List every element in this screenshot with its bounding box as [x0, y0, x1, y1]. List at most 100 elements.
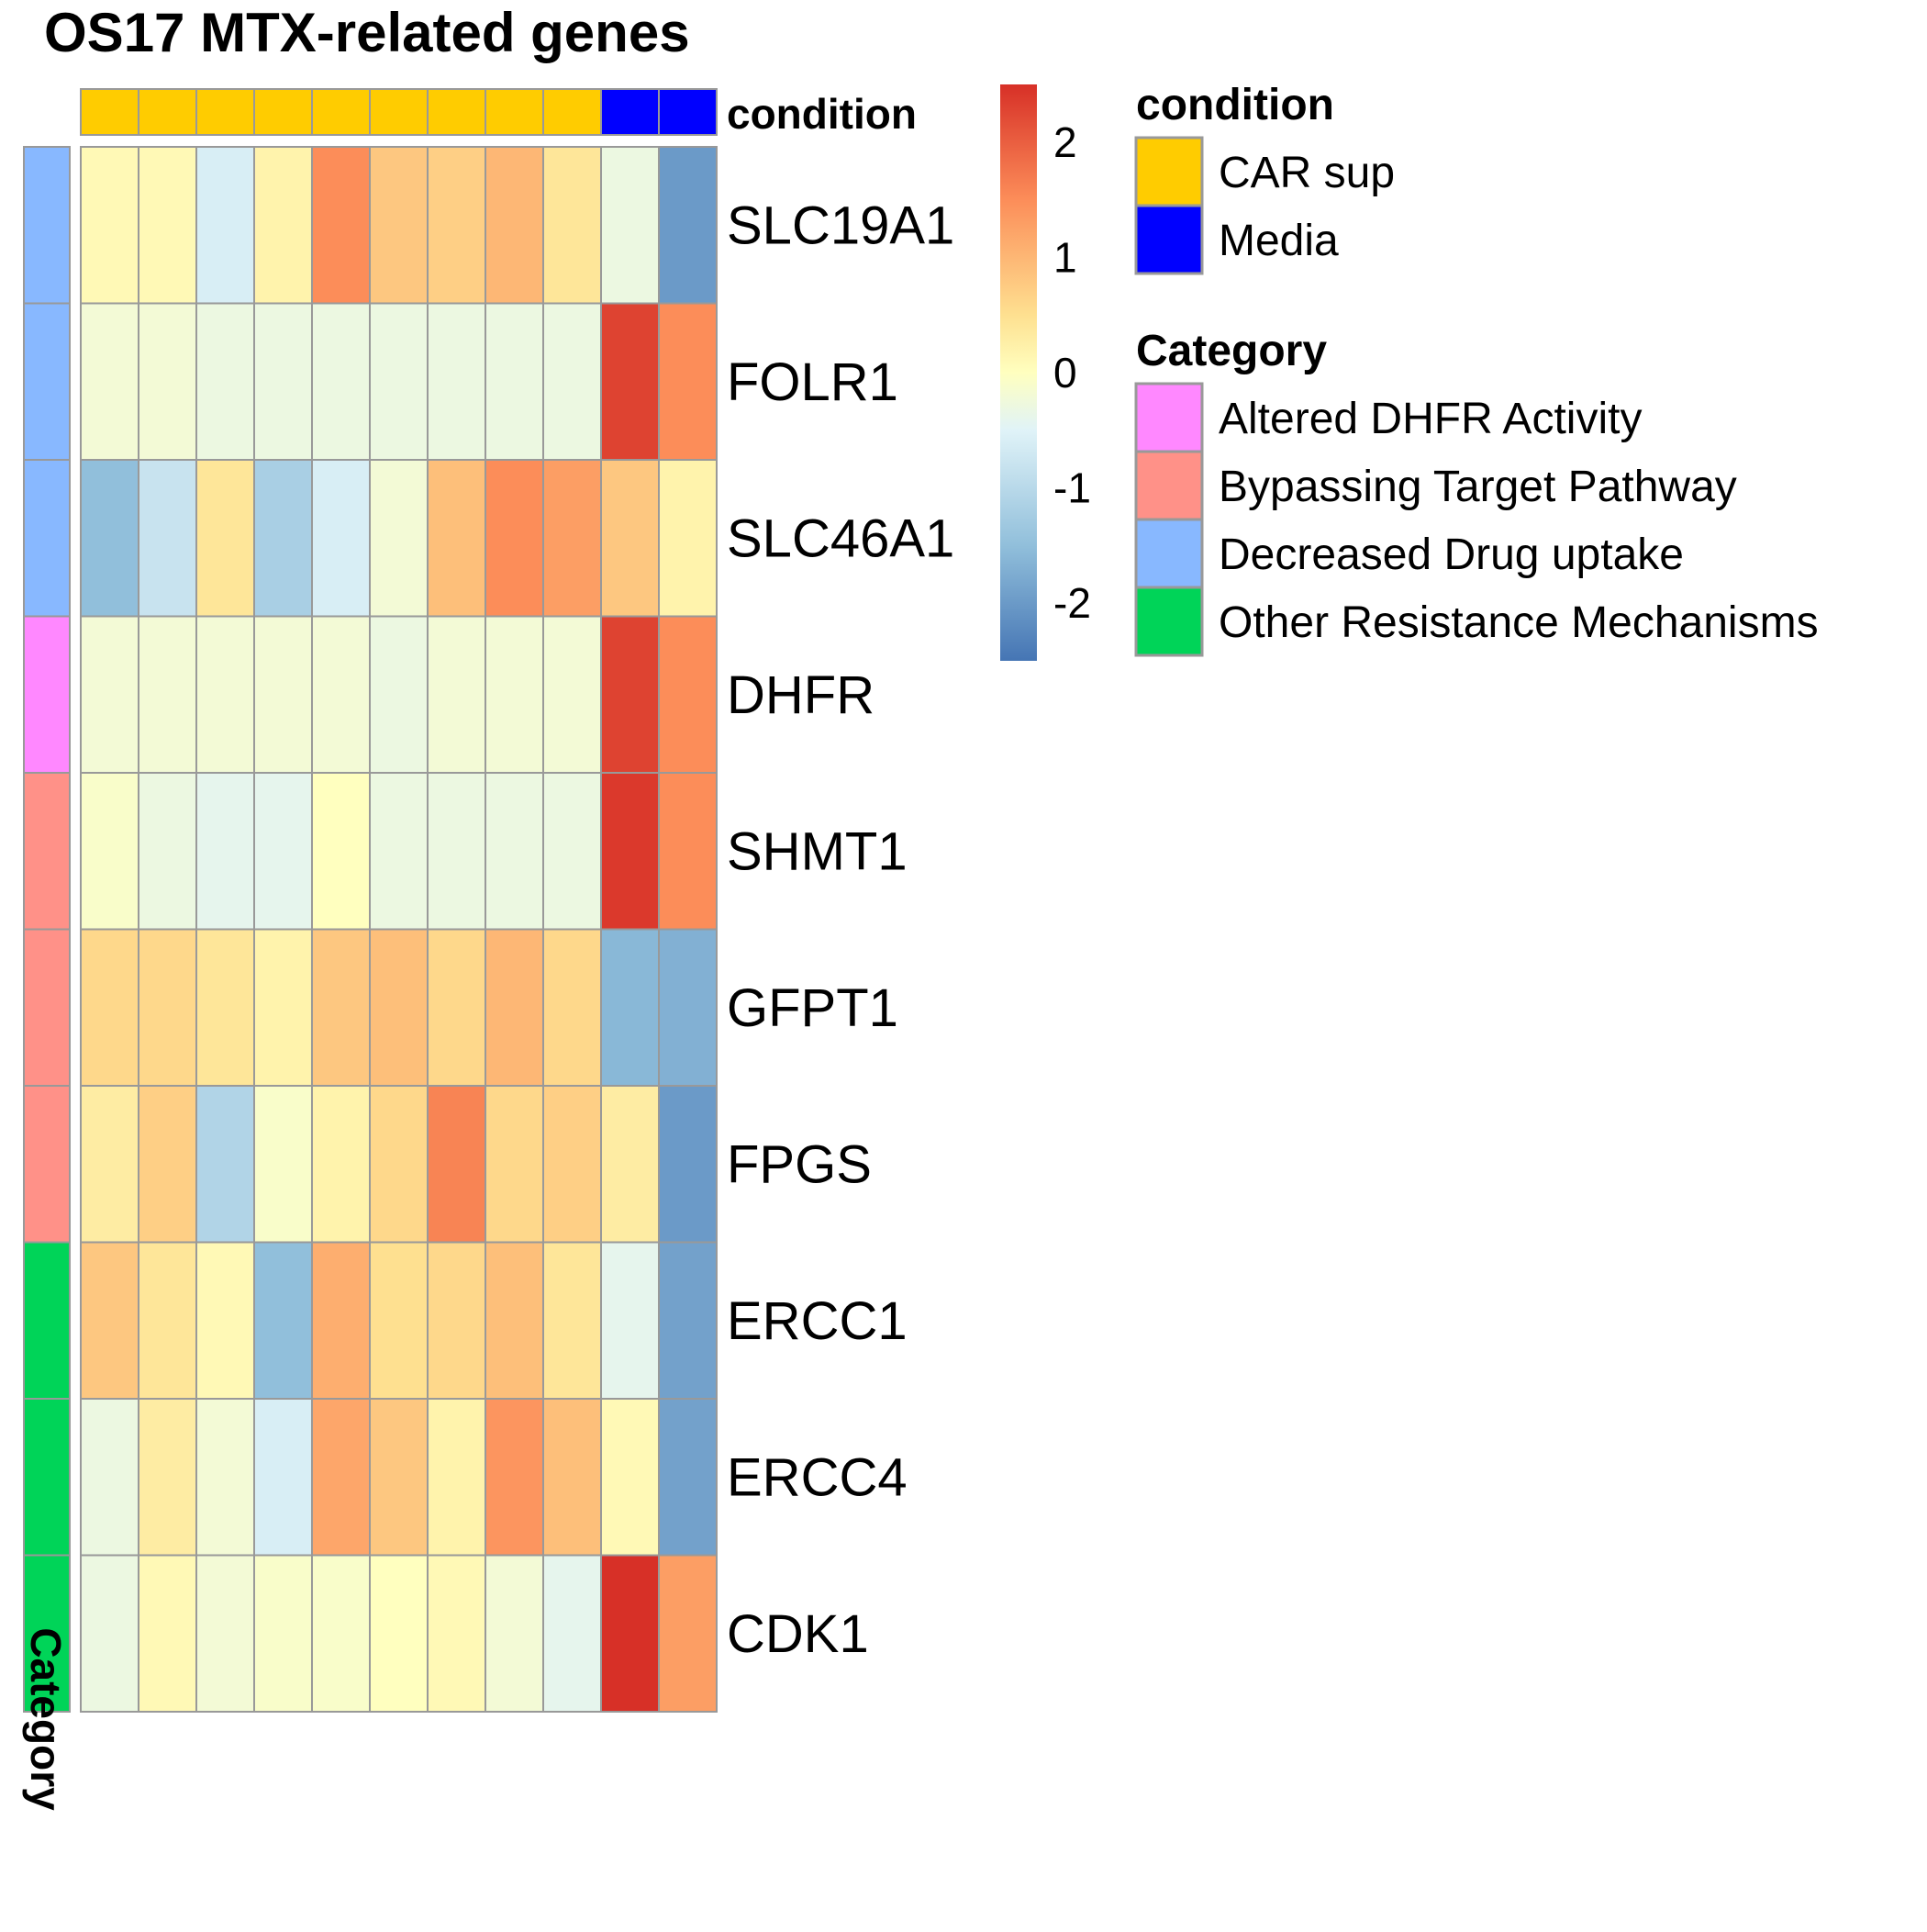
heatmap-cell [195, 772, 255, 931]
heatmap-cell [485, 772, 544, 931]
heatmap-cell [542, 459, 602, 618]
heatmap-cell [311, 928, 371, 1087]
heatmap-cell [253, 1241, 313, 1400]
heatmap-cell [600, 615, 660, 774]
heatmap-cell [658, 1241, 718, 1400]
condition-bar-cell [427, 88, 486, 136]
heatmap-cell [80, 1085, 139, 1244]
heatmap-cell [311, 772, 371, 931]
heatmap-cell [542, 615, 602, 774]
heatmap-cell [311, 459, 371, 618]
heatmap-cell [658, 459, 718, 618]
heatmap-cell [600, 146, 660, 305]
heatmap-cell [80, 1241, 139, 1400]
heatmap-cell [311, 1554, 371, 1713]
heatmap-cell [195, 1241, 255, 1400]
color-scale-tick-label: 0 [1053, 349, 1077, 396]
category-bar-cell [23, 302, 71, 461]
category-bar-cell [23, 1241, 71, 1400]
category-bar-cell [23, 1085, 71, 1244]
heatmap-cell [658, 1398, 718, 1557]
condition-bar-label: condition [727, 90, 917, 138]
heatmap-cell [542, 1398, 602, 1557]
legend-swatch [1134, 382, 1204, 453]
heatmap-cell [253, 146, 313, 305]
heatmap-cell [485, 459, 544, 618]
legend-item-label: Other Resistance Mechanisms [1219, 598, 1819, 647]
heatmap-cell [485, 615, 544, 774]
legend-swatch [1134, 586, 1204, 657]
row-label: CDK1 [727, 1604, 869, 1664]
row-label: SHMT1 [727, 821, 908, 881]
legend-swatch [1134, 518, 1204, 589]
condition-bar-cell [369, 88, 429, 136]
category-annotation-bar [23, 146, 71, 1713]
heatmap-cell [138, 1554, 197, 1713]
heatmap-cell [427, 772, 486, 931]
heatmap-cell [658, 928, 718, 1087]
heatmap-cell [542, 928, 602, 1087]
category-bar-cell [23, 615, 71, 774]
heatmap-cell [369, 1554, 429, 1713]
condition-bar-cell [600, 88, 660, 136]
heatmap-cell [138, 1241, 197, 1400]
heatmap-cell [138, 928, 197, 1087]
heatmap-cell [369, 928, 429, 1087]
heatmap-cell [369, 1085, 429, 1244]
heatmap-cell [138, 1398, 197, 1557]
heatmap-cell [658, 1554, 718, 1713]
heatmap-cell [195, 302, 255, 461]
heatmap-cell [427, 615, 486, 774]
row-label: SLC46A1 [727, 508, 954, 568]
row-labels: SLC19A1 FOLR1 SLC46A1 DHFR SHMT1 GFPT1 FPGS ERC… [727, 195, 954, 1664]
legend-title: condition [1136, 81, 1334, 129]
heatmap-cell [600, 302, 660, 461]
heatmap-cell [311, 302, 371, 461]
heatmap-cell [80, 1554, 139, 1713]
heatmap-cell [542, 302, 602, 461]
heatmap-cell [427, 1241, 486, 1400]
heatmap-cell [427, 928, 486, 1087]
heatmap-cell [485, 302, 544, 461]
heatmap-cell [658, 772, 718, 931]
heatmap-cell [80, 615, 139, 774]
heatmap-cell [600, 1398, 660, 1557]
category-bar-cell [23, 459, 71, 618]
heatmap-cell [311, 146, 371, 305]
heatmap-cell [311, 1398, 371, 1557]
heatmap-cell [427, 1085, 486, 1244]
heatmap-cell [369, 1241, 429, 1400]
color-scale-tick-label: -1 [1053, 464, 1091, 512]
condition-bar-cell [195, 88, 255, 136]
heatmap-cell [253, 1085, 313, 1244]
heatmap-cell [542, 146, 602, 305]
category-bar-cell [23, 1398, 71, 1557]
row-label: SLC19A1 [727, 195, 954, 255]
heatmap-cell [542, 1241, 602, 1400]
row-label: ERCC4 [727, 1447, 908, 1507]
color-scale-tick-label: 1 [1053, 233, 1077, 281]
heatmap-cell [658, 1085, 718, 1244]
category-bar-cell [23, 928, 71, 1087]
heatmap-cell [485, 928, 544, 1087]
heatmap-cell [195, 615, 255, 774]
row-label: GFPT1 [727, 978, 898, 1038]
heatmap-cell [658, 146, 718, 305]
heatmap-cell [195, 1398, 255, 1557]
color-scale-legend: 2 1 0 -1 -2 [1000, 84, 1091, 661]
row-label: FOLR1 [727, 352, 898, 412]
category-bar-label: Category [22, 1627, 70, 1811]
heatmap-cell [369, 146, 429, 305]
heatmap-cell [138, 1085, 197, 1244]
heatmap-cell [195, 1554, 255, 1713]
heatmap-cell [542, 772, 602, 931]
heatmap-cell [600, 772, 660, 931]
heatmap-cell [80, 302, 139, 461]
legend-swatch [1134, 136, 1204, 207]
legend-swatch [1134, 450, 1204, 521]
heatmap-cell [311, 1241, 371, 1400]
annotation-legends: condition CAR sup Media Category Altered DHF… [1134, 81, 1819, 657]
heatmap-cell [427, 1398, 486, 1557]
heatmap-cell [253, 1398, 313, 1557]
